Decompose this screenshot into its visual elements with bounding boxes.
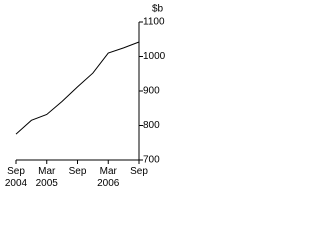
- y-tick-label: 900: [143, 86, 160, 97]
- x-tick-label: Sep: [68, 166, 87, 177]
- y-tick-label: 800: [143, 120, 160, 131]
- y-tick-label: 1000: [143, 51, 166, 62]
- chart: $b 700 800 900 1000 1100: [15, 4, 166, 166]
- x-tick-label: Sep 2004: [4, 166, 28, 189]
- y-tick-label: 1100: [143, 17, 165, 28]
- line: [15, 41, 140, 135]
- y-tick-label: 700: [143, 155, 160, 166]
- x-tick-label: Mar 2005: [35, 166, 58, 189]
- x-tick-label: Mar 2006: [97, 166, 120, 189]
- x-tick-label: Sep: [130, 166, 148, 177]
- y-axis-label: $b: [152, 4, 164, 15]
